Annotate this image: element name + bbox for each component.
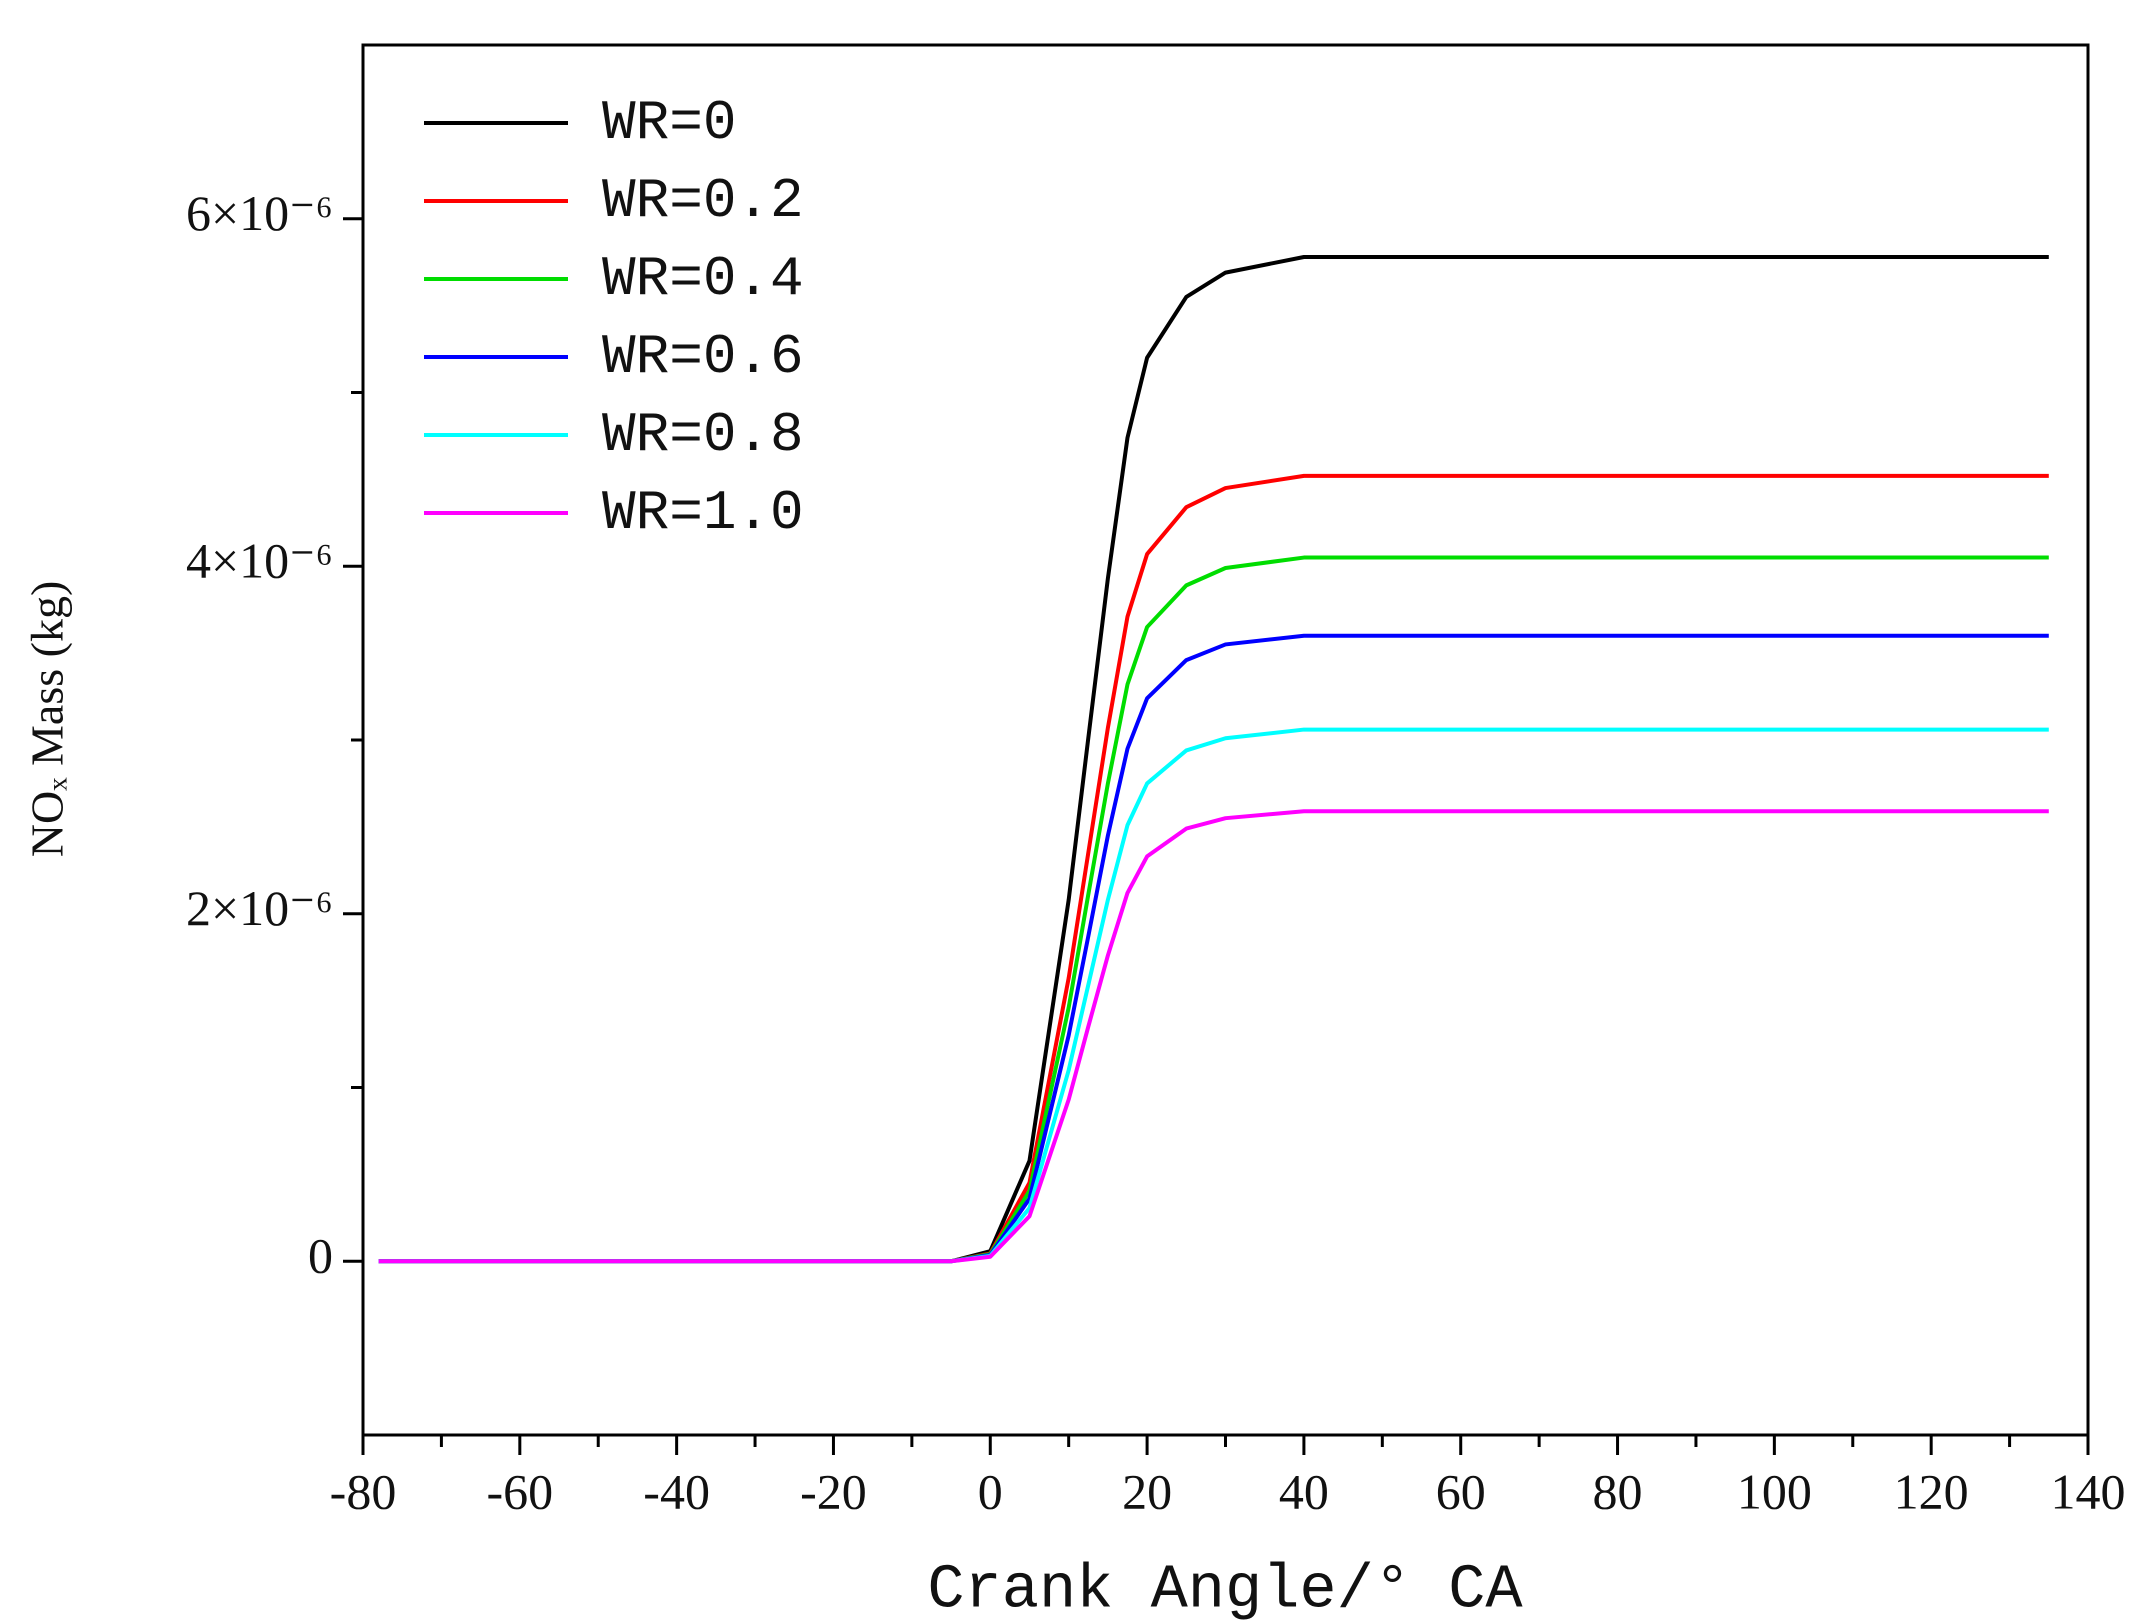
x-tick-label: -20 — [800, 1463, 867, 1519]
x-tick-label: -60 — [486, 1463, 553, 1519]
legend-label: WR=0.8 — [602, 403, 804, 467]
x-tick-label: 0 — [978, 1463, 1003, 1519]
series-line — [378, 473, 2049, 1264]
y-tick-label: 4×10⁻⁶ — [186, 533, 333, 589]
x-tick-label: 40 — [1279, 1463, 1329, 1519]
x-tick-label: 100 — [1737, 1463, 1812, 1519]
series-line — [378, 555, 2049, 1264]
legend-label: WR=0.2 — [602, 169, 804, 233]
y-tick-label: 0 — [308, 1228, 333, 1284]
x-tick-label: 20 — [1122, 1463, 1172, 1519]
legend-label: WR=1.0 — [602, 481, 804, 545]
x-tick-label: -40 — [643, 1463, 710, 1519]
x-tick-label: 140 — [2051, 1463, 2126, 1519]
x-tick-label: -80 — [330, 1463, 397, 1519]
legend-label: WR=0 — [602, 91, 736, 155]
y-axis-label: NOₓ Mass (kg) — [22, 581, 73, 858]
x-axis-label: Crank Angle/° CA — [927, 1554, 1523, 1624]
y-tick-label: 2×10⁻⁶ — [186, 880, 333, 936]
x-tick-label: 120 — [1894, 1463, 1969, 1519]
y-tick-label: 6×10⁻⁶ — [186, 185, 333, 241]
legend-label: WR=0.4 — [602, 247, 804, 311]
x-tick-label: 80 — [1593, 1463, 1643, 1519]
x-tick-label: 60 — [1436, 1463, 1486, 1519]
legend-label: WR=0.6 — [602, 325, 804, 389]
series-line — [378, 809, 2049, 1264]
